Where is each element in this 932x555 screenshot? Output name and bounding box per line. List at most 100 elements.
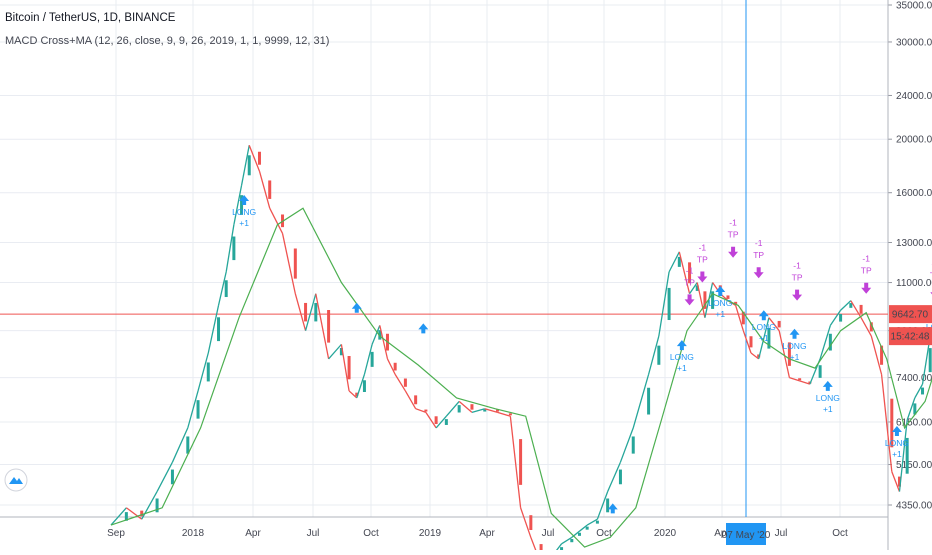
tp-count: -1 xyxy=(729,218,737,228)
long-count: +1 xyxy=(239,218,249,228)
price-candle xyxy=(798,378,801,380)
price-candle xyxy=(225,280,228,297)
price-candle xyxy=(586,527,589,530)
x-tick-label: Oct xyxy=(832,528,848,539)
price-candle xyxy=(632,436,635,453)
price-candle xyxy=(363,380,366,392)
x-tick-label: Jul xyxy=(775,528,788,539)
price-candle xyxy=(258,152,261,165)
long-count: +1 xyxy=(715,309,725,319)
price-candle xyxy=(606,498,609,512)
price-candle xyxy=(435,416,438,424)
long-label: LONG xyxy=(670,352,694,362)
price-candle xyxy=(668,288,671,320)
x-tick-label: Apr xyxy=(245,528,261,539)
x-tick-label: Jul xyxy=(307,528,320,539)
price-candle xyxy=(248,155,251,175)
y-tick-label: 11000.00 xyxy=(896,278,932,289)
y-tick-label: 13000.00 xyxy=(896,238,932,249)
long-label: LONG xyxy=(708,298,732,308)
tp-label: TP xyxy=(684,277,695,287)
long-count: +1 xyxy=(790,352,800,362)
long-label: LONG xyxy=(232,207,256,217)
y-tick-label: 16000.00 xyxy=(896,188,932,199)
price-candle xyxy=(348,356,351,379)
price-candle xyxy=(819,365,822,378)
price-candle xyxy=(483,410,486,412)
price-candle xyxy=(657,346,660,365)
y-tick-label: 30000.00 xyxy=(896,37,932,48)
price-candle xyxy=(570,539,573,542)
price-candle xyxy=(619,470,622,485)
price-candle xyxy=(207,362,210,381)
y-tick-label: 20000.00 xyxy=(896,135,932,146)
x-tick-label: Apr xyxy=(479,528,495,539)
price-candle xyxy=(519,439,522,485)
price-candle xyxy=(424,410,427,412)
x-tick-label: 2019 xyxy=(419,528,442,539)
symbol-title: Bitcoin / TetherUS, 1D, BINANCE xyxy=(5,12,175,24)
x-tick-label: Sep xyxy=(107,528,125,539)
price-candle xyxy=(445,419,448,425)
long-label: LONG xyxy=(816,393,840,403)
price-candle xyxy=(578,533,581,536)
price-candle xyxy=(304,303,307,321)
long-count: +1 xyxy=(677,363,687,373)
price-candle xyxy=(750,336,753,347)
price-candle xyxy=(540,544,543,550)
tp-count: -1 xyxy=(699,243,707,253)
long-count: +1 xyxy=(759,333,769,343)
long-label: LONG xyxy=(752,322,776,332)
current-price-label: 9642.70 xyxy=(892,310,929,321)
price-candle xyxy=(529,515,532,530)
price-candle xyxy=(509,413,512,415)
tp-count: -1 xyxy=(686,265,694,275)
study-legend[interactable]: MACD Cross+MA (12, 26, close, 9, 9, 26, … xyxy=(5,35,329,47)
price-candle xyxy=(171,470,174,485)
price-candle xyxy=(294,249,297,279)
price-candle xyxy=(268,180,271,198)
x-tick-label: 2018 xyxy=(182,528,205,539)
long-count: +1 xyxy=(823,404,833,414)
price-candle xyxy=(470,404,473,409)
price-candle xyxy=(921,388,924,395)
countdown-label: 15:42:48 xyxy=(891,332,930,343)
tp-label: TP xyxy=(697,255,708,265)
price-candle xyxy=(458,405,461,412)
price-candle xyxy=(197,400,200,418)
price-candle xyxy=(929,348,932,372)
price-candle xyxy=(232,237,235,261)
y-tick-label: 4350.00 xyxy=(896,501,932,512)
long-label: LONG xyxy=(885,438,909,448)
x-tick-label: 2020 xyxy=(654,528,677,539)
y-tick-label: 6150.00 xyxy=(896,417,932,428)
price-candle xyxy=(860,305,863,314)
price-candle xyxy=(404,379,407,387)
tp-label: TP xyxy=(753,250,764,260)
price-candle xyxy=(414,395,417,404)
y-tick-label: 35000.00 xyxy=(896,1,932,12)
x-tick-label: Oct xyxy=(363,528,379,539)
crosshair-date-label: 07 May '20 xyxy=(722,530,771,541)
tradingview-logo-icon[interactable] xyxy=(4,468,28,492)
tp-label: TP xyxy=(792,273,803,283)
price-candle xyxy=(596,521,599,524)
tp-label: TP xyxy=(728,230,739,240)
long-label: LONG xyxy=(782,341,806,351)
y-tick-label: 7400.00 xyxy=(896,373,932,384)
long-count: +1 xyxy=(892,449,902,459)
tp-count: -1 xyxy=(862,254,870,264)
tp-label: TP xyxy=(861,266,872,276)
tp-count: -1 xyxy=(793,261,801,271)
price-candle xyxy=(314,303,317,321)
price-candle xyxy=(371,352,374,367)
x-tick-label: Jul xyxy=(542,528,555,539)
price-candle xyxy=(849,303,852,308)
price-candle xyxy=(394,363,397,371)
price-candle xyxy=(327,310,330,343)
price-candle xyxy=(839,314,842,322)
y-tick-label: 24000.00 xyxy=(896,91,932,102)
price-candle xyxy=(778,321,781,327)
